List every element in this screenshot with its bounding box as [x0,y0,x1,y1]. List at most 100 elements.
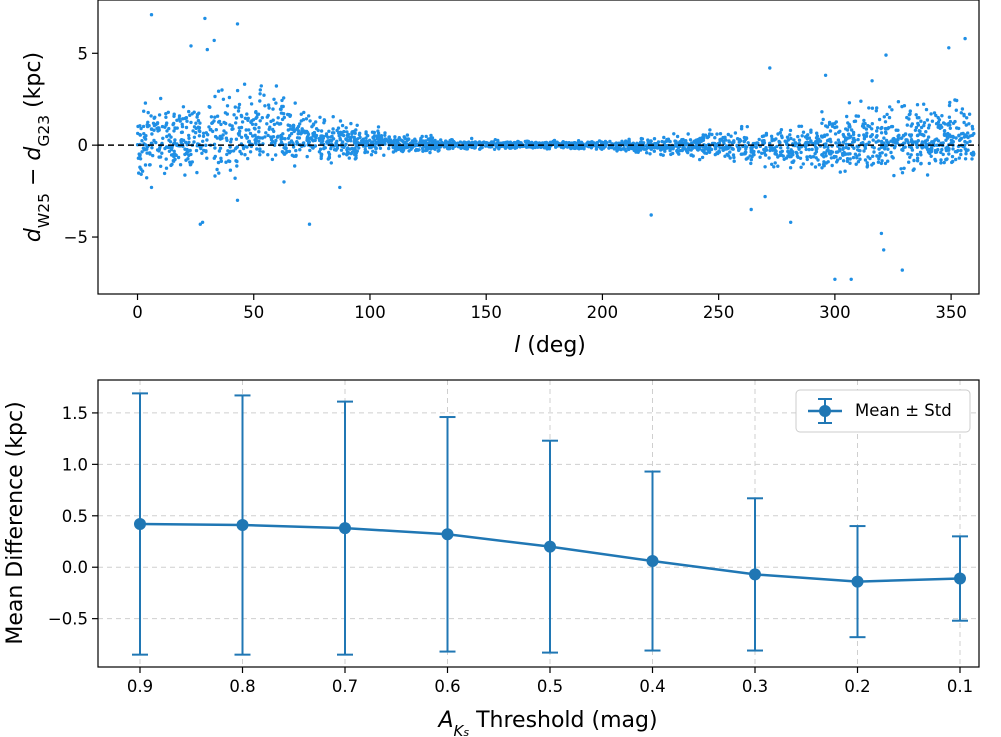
scatter-point [235,198,240,202]
scatter-point [877,117,882,122]
scatter-point [805,157,809,162]
scatter-point [842,134,846,139]
scatter-point [195,170,199,175]
scatter-point [258,99,262,103]
scatter-point [319,152,323,156]
scatter-point [968,139,972,144]
scatter-point [740,124,744,129]
scatter-point [865,142,869,146]
scatter-point [149,114,153,118]
scatter-point [491,141,496,146]
scatter-point [674,143,678,147]
scatter-point [909,153,913,157]
scatter-point [940,114,944,118]
scatter-point [229,140,233,144]
scatter-point [672,132,676,136]
scatter-point [944,157,949,162]
scatter-point [540,141,545,145]
scatter-point [710,132,714,137]
scatter-point [282,115,286,120]
scatter-point [947,152,951,156]
scatter-point [726,132,730,137]
scatter-point [779,146,783,150]
scatter-point [742,139,746,144]
scatter-point [933,138,937,142]
bottom-plot-frame [97,379,980,668]
scatter-point [235,88,240,93]
scatter-point [374,134,378,138]
scatter-point [255,147,259,151]
scatter-point [467,141,471,145]
scatter-point [775,144,779,149]
scatter-point [345,152,349,156]
scatter-point [773,161,777,165]
scatter-point [478,147,482,151]
scatter-point [374,150,378,155]
scatter-point [319,129,324,133]
scatter-point [387,141,391,146]
scatter-point [249,102,254,106]
scatter-point [480,141,484,145]
scatter-point [804,147,808,152]
scatter-point [235,159,239,164]
scatter-point [627,139,631,143]
scatter-y-tick-label: 0 [78,136,89,155]
bottom-x-tick-label: 0.8 [229,677,255,696]
scatter-point [167,149,172,153]
scatter-point [835,125,839,129]
scatter-point [823,151,828,155]
scatter-point [151,153,155,158]
scatter-point [652,149,656,153]
scatter-point [420,134,424,139]
scatter-point [175,143,179,147]
scatter-point [279,133,283,138]
scatter-point [637,145,641,149]
scatter-point [886,126,890,130]
scatter-point [594,147,599,151]
scatter-point [176,155,181,160]
scatter-point [891,156,895,160]
scatter-point [964,152,968,156]
scatter-point [392,139,396,143]
scatter-point [686,132,690,136]
scatter-point [157,113,162,117]
scatter-point [296,124,301,129]
scatter-point [266,133,270,138]
scatter-point [768,66,772,70]
scatter-point [934,122,939,126]
scatter-point [185,119,189,123]
scatter-point [272,122,277,127]
scatter-point [429,147,433,151]
scatter-point [220,136,224,140]
scatter-point [322,119,327,123]
scatter-point [177,114,182,118]
scatter-point [269,138,274,142]
scatter-point [365,150,370,154]
scatter-point [902,141,906,145]
scatter-point [192,135,197,139]
scatter-point [572,146,576,150]
scatter-point [200,220,205,224]
scatter-point [175,118,179,123]
scatter-point [286,136,291,140]
scatter-point [295,142,299,146]
scatter-point [148,151,152,155]
scatter-point [301,118,306,122]
scatter-point [745,125,749,129]
scatter-point [947,46,951,50]
scatter-point [809,139,813,143]
scatter-y-axis-label: dW25 − dG23 (kpc) [21,52,53,242]
scatter-point [155,126,159,130]
scatter-point [380,139,384,144]
scatter-point [382,153,386,157]
scatter-point [421,140,426,144]
scatter-x-tick-label: 200 [587,303,619,322]
scatter-point [302,141,306,145]
scatter-point [335,139,339,143]
scatter-point [181,105,186,109]
scatter-point [289,139,294,143]
scatter-point [925,173,930,177]
scatter-point [330,131,335,135]
scatter-point [754,145,758,150]
scatter-point [161,136,165,140]
